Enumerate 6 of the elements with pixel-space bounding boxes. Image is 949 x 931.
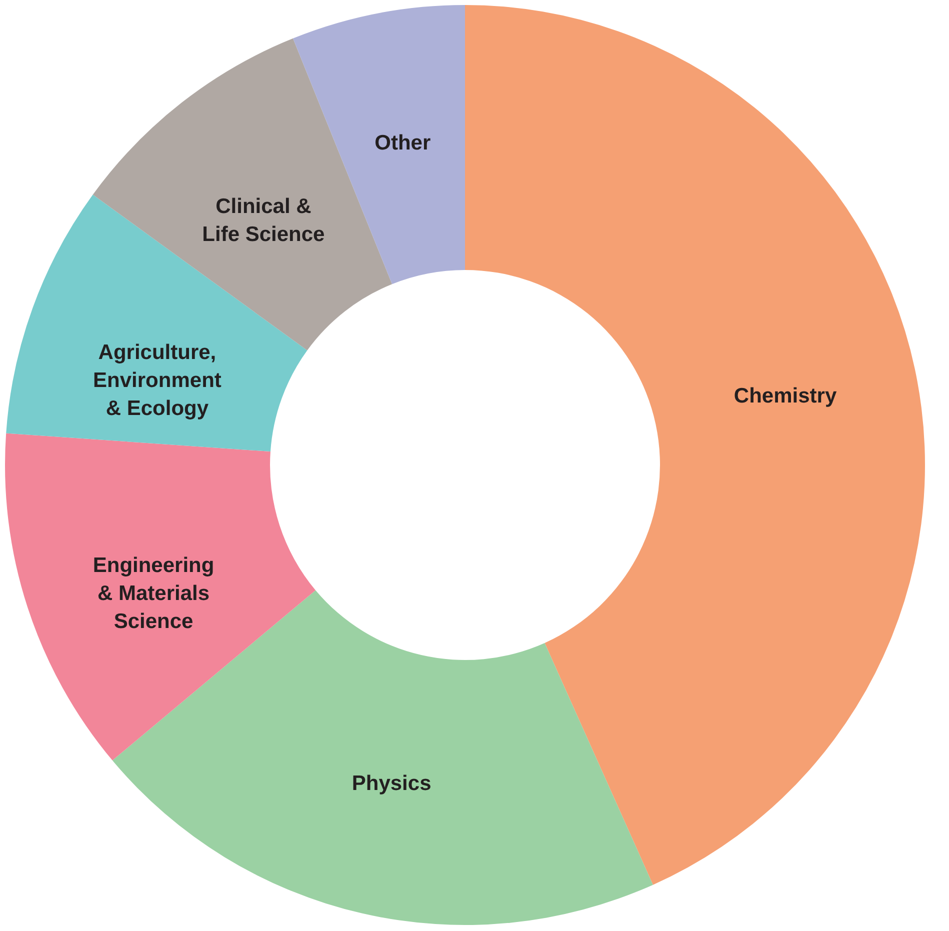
slice-label: Other [374,131,431,154]
slice-label: Engineering & Materials Science [92,554,214,634]
slice-label: Agriculture, Environment & Ecology [93,341,222,420]
slice-label: Clinical & Life Science [202,194,325,246]
slice-label: Physics [352,772,432,796]
slice-label: Chemistry [734,384,837,408]
